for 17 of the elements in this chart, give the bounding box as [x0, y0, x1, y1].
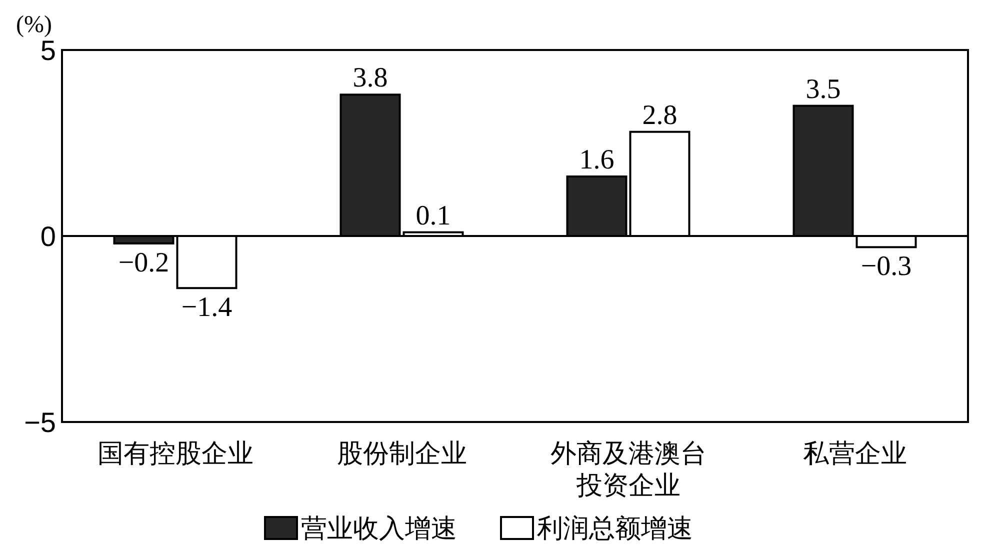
y-tick-label: −5: [24, 407, 56, 438]
data-label: −0.2: [118, 247, 170, 278]
y-tick-label: 0: [40, 221, 56, 252]
data-label: −0.3: [860, 251, 912, 282]
x-tick-label: 外商及港澳台投资企业: [550, 439, 706, 500]
y-axis-title: (%): [16, 12, 52, 38]
data-label: −1.4: [181, 292, 232, 324]
x-tick-label: 股份制企业: [336, 439, 467, 468]
data-label: 0.1: [416, 200, 451, 232]
legend-label: 利润总额增速: [537, 514, 693, 543]
data-label: 3.5: [806, 74, 841, 105]
x-tick-label: 私营企业: [802, 439, 907, 468]
data-label: 3.8: [352, 62, 388, 94]
data-label: 1.6: [579, 144, 614, 176]
legend-label: 营业收入增速: [301, 514, 457, 543]
x-tick-label: 国有控股企业: [97, 439, 254, 468]
data-label: 2.8: [642, 100, 678, 131]
